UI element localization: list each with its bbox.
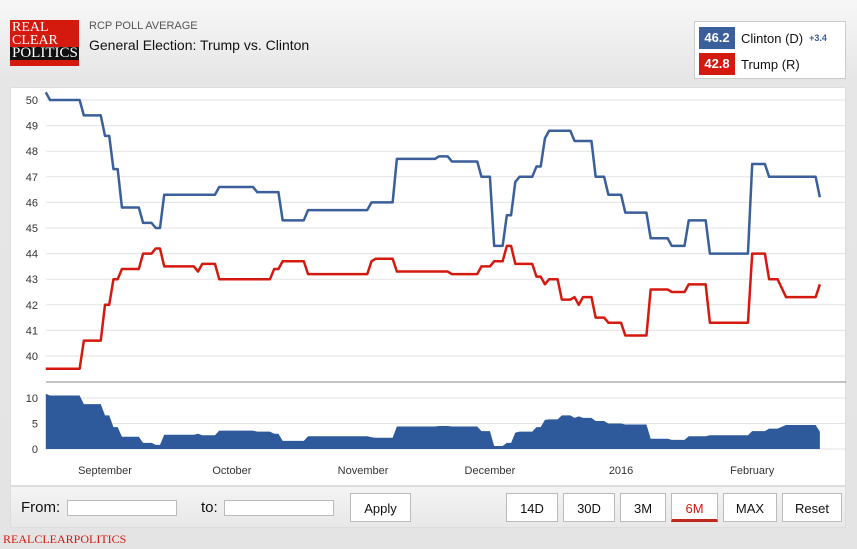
logo-line: POLITICS — [10, 45, 79, 61]
reset-button[interactable]: Reset — [782, 493, 842, 522]
trump-value: 42.8 — [699, 53, 735, 75]
logo-line: REAL — [12, 20, 49, 35]
trump-label: Trump (R) — [741, 56, 800, 72]
apply-button[interactable]: Apply — [350, 493, 411, 522]
chart-card — [10, 87, 846, 486]
to-label: to: — [201, 499, 218, 516]
footer-brand: REALCLEARPOLITICS — [3, 532, 127, 546]
page-title: General Election: Trump vs. Clinton — [89, 37, 310, 53]
logo-line: CLEAR — [12, 33, 58, 48]
to-input[interactable] — [224, 500, 334, 516]
from-input[interactable] — [67, 500, 177, 516]
legend: 46.2 Clinton (D) +3.4 42.8 Trump (R) — [694, 21, 846, 79]
rcp-logo: REAL CLEAR POLITICS — [10, 20, 79, 66]
legend-clinton: 46.2 Clinton (D) +3.4 — [699, 27, 827, 49]
range-max-button[interactable]: MAX — [723, 493, 777, 522]
range-14d-button[interactable]: 14D — [506, 493, 558, 522]
clinton-value: 46.2 — [699, 27, 735, 49]
spread-value: +3.4 — [809, 33, 827, 43]
from-label: From: — [21, 499, 61, 516]
kicker: RCP POLL AVERAGE — [89, 20, 198, 32]
range-30d-button[interactable]: 30D — [563, 493, 615, 522]
clinton-label: Clinton (D) — [741, 30, 804, 46]
controls-bar: From: to: Apply 14D 30D 3M 6M MAX Reset — [10, 486, 846, 528]
legend-trump: 42.8 Trump (R) — [699, 53, 800, 75]
range-3m-button[interactable]: 3M — [620, 493, 666, 522]
range-6m-button[interactable]: 6M — [671, 493, 718, 522]
